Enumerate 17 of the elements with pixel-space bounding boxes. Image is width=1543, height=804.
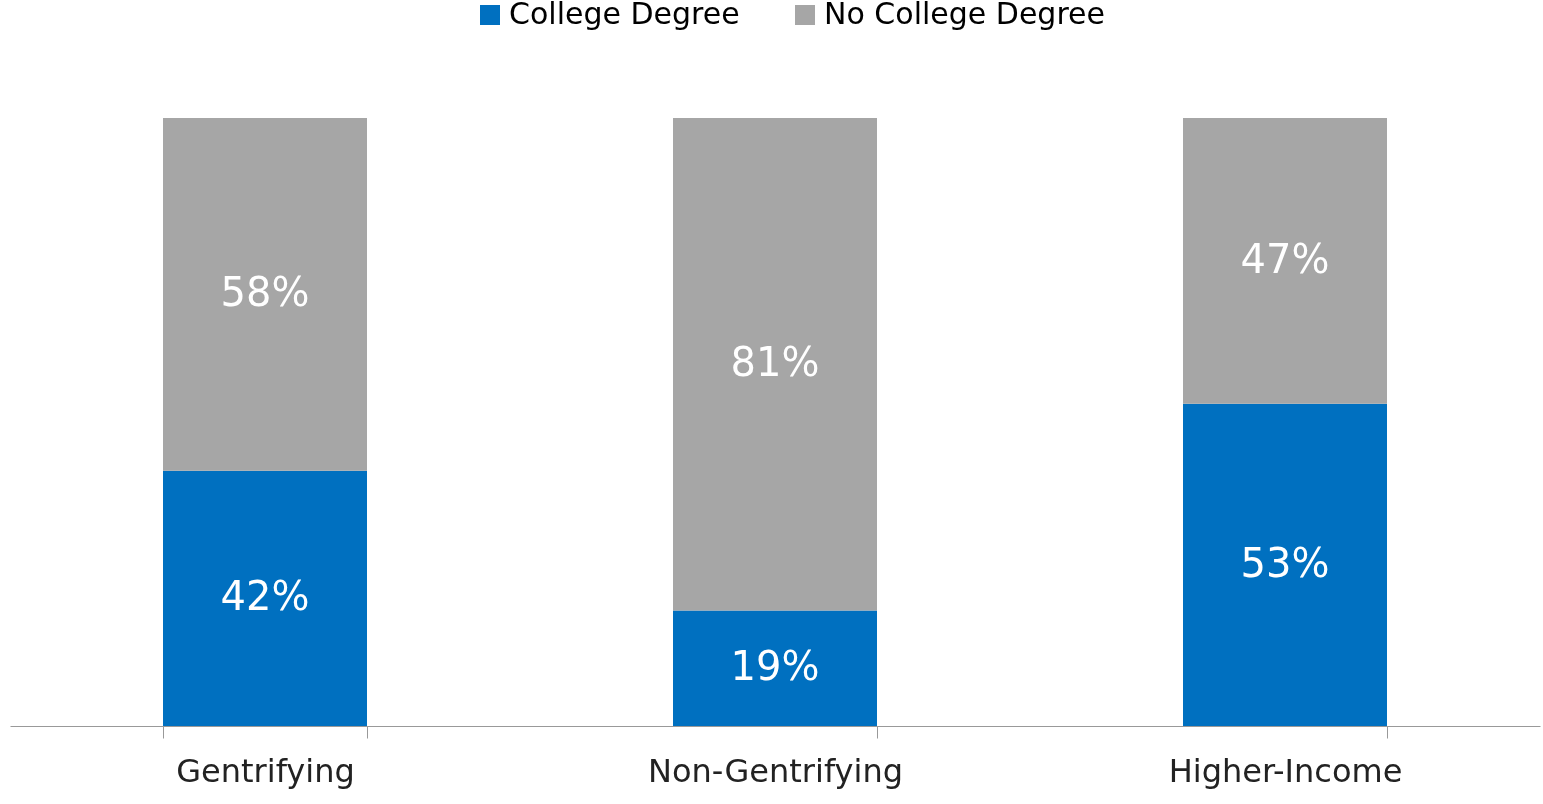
bar [163,470,367,726]
data-label: 58% [220,269,310,316]
x-tick-label: Non-Gentrifying [648,751,903,790]
data-label: 42% [220,573,310,620]
data-label: 53% [1240,539,1330,586]
bar [673,610,877,726]
bar [1183,403,1387,726]
x-tick-label: Gentrifying [176,751,355,790]
data-label: 47% [1240,235,1330,282]
x-tick-label: Higher-Income [1168,751,1403,790]
legend-label: No College Degree [824,0,1105,31]
bar [163,118,367,471]
data-label: 19% [730,643,820,690]
data-label: 81% [730,339,820,386]
bar [1183,118,1387,404]
legend-label: College Degree [509,0,740,31]
bar [673,118,877,611]
